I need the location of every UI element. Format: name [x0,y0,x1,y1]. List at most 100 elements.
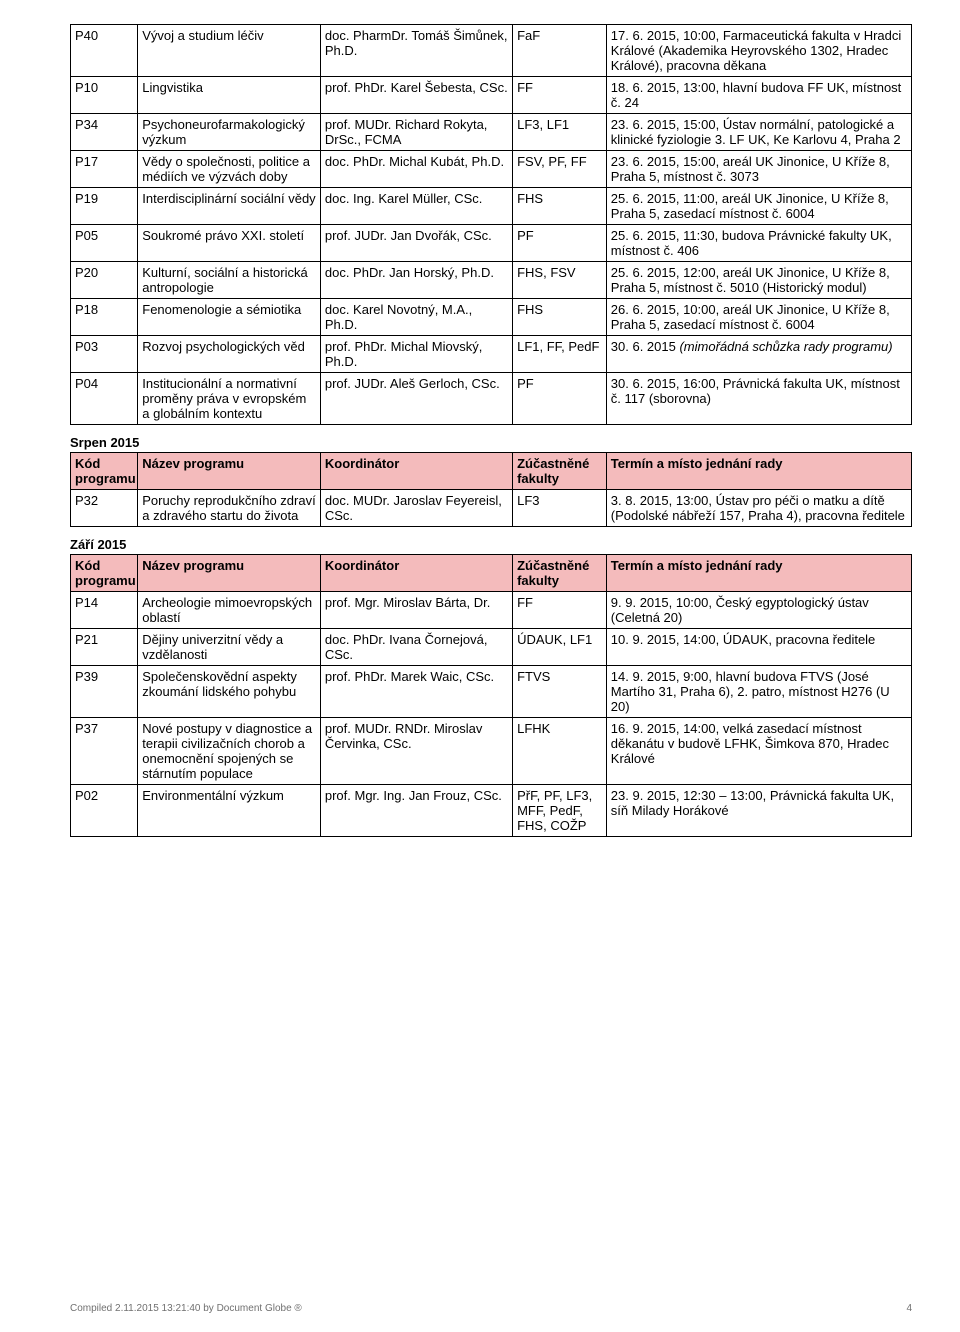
cell-coordinator: doc. Karel Novotný, M.A., Ph.D. [320,299,512,336]
cell-term: 23. 6. 2015, 15:00, areál UK Jinonice, U… [606,151,911,188]
cell-coordinator: prof. MUDr. RNDr. Miroslav Červinka, CSc… [320,718,512,785]
cell-program-name: Dějiny univerzitní vědy a vzdělanosti [138,629,321,666]
table-header-cell: Název programu [138,555,321,592]
cell-program-name: Institucionální a normativní proměny prá… [138,373,321,425]
table-row: P10Lingvistikaprof. PhDr. Karel Šebesta,… [71,77,912,114]
cell-code: P40 [71,25,138,77]
table-header-cell: Koordinátor [320,555,512,592]
cell-program-name: Poruchy reprodukčního zdraví a zdravého … [138,490,321,527]
table-row: P18Fenomenologie a sémiotikadoc. Karel N… [71,299,912,336]
cell-coordinator: doc. MUDr. Jaroslav Feyereisl, CSc. [320,490,512,527]
cell-code: P02 [71,785,138,837]
cell-faculties: FF [513,77,607,114]
cell-term: 17. 6. 2015, 10:00, Farmaceutická fakult… [606,25,911,77]
cell-program-name: Environmentální výzkum [138,785,321,837]
table-header-cell: Zúčastněné fakulty [513,555,607,592]
cell-coordinator: prof. Mgr. Miroslav Bárta, Dr. [320,592,512,629]
cell-term: 3. 8. 2015, 13:00, Ústav pro péči o matk… [606,490,911,527]
section-title: Září 2015 [70,537,912,552]
cell-faculties: FHS [513,299,607,336]
cell-term: 16. 9. 2015, 14:00, velká zasedací místn… [606,718,911,785]
cell-coordinator: prof. Mgr. Ing. Jan Frouz, CSc. [320,785,512,837]
page-footer: Compiled 2.11.2015 13:21:40 by Document … [70,1303,912,1314]
cell-code: P03 [71,336,138,373]
table-row: P03Rozvoj psychologických vědprof. PhDr.… [71,336,912,373]
cell-coordinator: prof. JUDr. Jan Dvořák, CSc. [320,225,512,262]
table-row: P02Environmentální výzkumprof. Mgr. Ing.… [71,785,912,837]
cell-term: 25. 6. 2015, 11:00, areál UK Jinonice, U… [606,188,911,225]
table-row: P05Soukromé právo XXI. stoletíprof. JUDr… [71,225,912,262]
cell-code: P17 [71,151,138,188]
table-row: P04Institucionální a normativní proměny … [71,373,912,425]
cell-coordinator: prof. PhDr. Michal Miovský, Ph.D. [320,336,512,373]
cell-term: 26. 6. 2015, 10:00, areál UK Jinonice, U… [606,299,911,336]
table-header-row: Kód programuNázev programuKoordinátorZúč… [71,555,912,592]
table-row: P20Kulturní, sociální a historická antro… [71,262,912,299]
table-row: P17Vědy o společnosti, politice a médiíc… [71,151,912,188]
schedule-table: Kód programuNázev programuKoordinátorZúč… [70,452,912,527]
cell-term: 14. 9. 2015, 9:00, hlavní budova FTVS (J… [606,666,911,718]
cell-term: 30. 6. 2015, 16:00, Právnická fakulta UK… [606,373,911,425]
table-header-cell: Termín a místo jednání rady [606,555,911,592]
schedule-container: P40Vývoj a studium léčivdoc. PharmDr. To… [70,24,912,837]
cell-faculties: FF [513,592,607,629]
section-title: Srpen 2015 [70,435,912,450]
cell-program-name: Rozvoj psychologických věd [138,336,321,373]
cell-faculties: LFHK [513,718,607,785]
cell-faculties: FSV, PF, FF [513,151,607,188]
cell-coordinator: doc. PharmDr. Tomáš Šimůnek, Ph.D. [320,25,512,77]
cell-faculties: PřF, PF, LF3, MFF, PedF, FHS, COŽP [513,785,607,837]
cell-coordinator: doc. PhDr. Ivana Čornejová, CSc. [320,629,512,666]
table-row: P21Dějiny univerzitní vědy a vzdělanosti… [71,629,912,666]
cell-faculties: PF [513,373,607,425]
cell-term: 23. 9. 2015, 12:30 – 13:00, Právnická fa… [606,785,911,837]
cell-program-name: Nové postupy v diagnostice a terapii civ… [138,718,321,785]
cell-coordinator: prof. MUDr. Richard Rokyta, DrSc., FCMA [320,114,512,151]
cell-program-name: Vývoj a studium léčiv [138,25,321,77]
cell-coordinator: prof. JUDr. Aleš Gerloch, CSc. [320,373,512,425]
table-row: P40Vývoj a studium léčivdoc. PharmDr. To… [71,25,912,77]
cell-coordinator: doc. Ing. Karel Müller, CSc. [320,188,512,225]
cell-code: P34 [71,114,138,151]
cell-term: 23. 6. 2015, 15:00, Ústav normální, pato… [606,114,911,151]
cell-faculties: LF1, FF, PedF [513,336,607,373]
cell-term: 9. 9. 2015, 10:00, Český egyptologický ú… [606,592,911,629]
schedule-table: P40Vývoj a studium léčivdoc. PharmDr. To… [70,24,912,425]
cell-faculties: PF [513,225,607,262]
cell-faculties: LF3 [513,490,607,527]
table-row: P14Archeologie mimoevropských oblastípro… [71,592,912,629]
cell-code: P19 [71,188,138,225]
cell-code: P20 [71,262,138,299]
cell-program-name: Vědy o společnosti, politice a médiích v… [138,151,321,188]
cell-code: P21 [71,629,138,666]
table-header-cell: Kód programu [71,453,138,490]
cell-code: P37 [71,718,138,785]
footer-left-text: Compiled 2.11.2015 13:21:40 by Document … [70,1303,302,1314]
cell-coordinator: doc. PhDr. Jan Horský, Ph.D. [320,262,512,299]
cell-faculties: FTVS [513,666,607,718]
cell-term: 30. 6. 2015 (mimořádná schůzka rady prog… [606,336,911,373]
table-header-cell: Koordinátor [320,453,512,490]
cell-program-name: Společenskovědní aspekty zkoumání lidské… [138,666,321,718]
cell-term: 25. 6. 2015, 12:00, areál UK Jinonice, U… [606,262,911,299]
table-header-cell: Zúčastněné fakulty [513,453,607,490]
table-header-cell: Kód programu [71,555,138,592]
cell-program-name: Psychoneurofarmakologický výzkum [138,114,321,151]
cell-program-name: Fenomenologie a sémiotika [138,299,321,336]
cell-coordinator: prof. PhDr. Marek Waic, CSc. [320,666,512,718]
cell-faculties: FaF [513,25,607,77]
cell-code: P39 [71,666,138,718]
cell-code: P05 [71,225,138,262]
cell-code: P10 [71,77,138,114]
cell-code: P04 [71,373,138,425]
cell-program-name: Kulturní, sociální a historická antropol… [138,262,321,299]
cell-program-name: Soukromé právo XXI. století [138,225,321,262]
cell-faculties: FHS [513,188,607,225]
page: P40Vývoj a studium léčivdoc. PharmDr. To… [0,0,960,1332]
cell-term: 18. 6. 2015, 13:00, hlavní budova FF UK,… [606,77,911,114]
cell-faculties: FHS, FSV [513,262,607,299]
cell-code: P14 [71,592,138,629]
table-row: P32Poruchy reprodukčního zdraví a zdravé… [71,490,912,527]
table-header-cell: Termín a místo jednání rady [606,453,911,490]
table-row: P39Společenskovědní aspekty zkoumání lid… [71,666,912,718]
